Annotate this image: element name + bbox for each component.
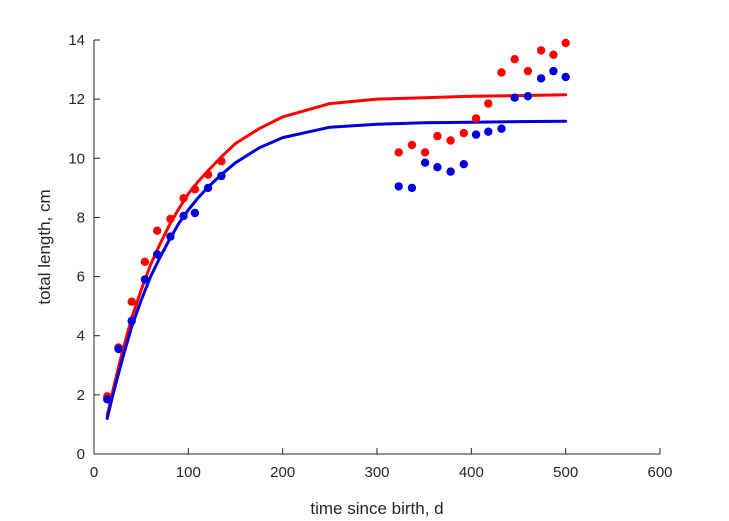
- data-point-1-14: [446, 167, 455, 176]
- data-point-1-23: [561, 72, 570, 82]
- data-point-0-21: [536, 46, 546, 55]
- fit-curve-3: [105, 119, 568, 420]
- data-point-1-11: [407, 183, 417, 193]
- data-point-1-12: [420, 158, 430, 167]
- x-tick-label-0: 0: [90, 464, 98, 481]
- data-point-1-10: [394, 182, 403, 191]
- data-point-0-9: [217, 157, 226, 166]
- data-point-1-8: [203, 183, 213, 193]
- y-tick-label-0: 0: [77, 446, 85, 463]
- data-point-1-0: [103, 395, 112, 404]
- data-point-0-16: [471, 114, 481, 123]
- data-point-1-2: [127, 316, 136, 326]
- data-point-1-3: [140, 275, 150, 284]
- data-point-0-23: [561, 38, 570, 48]
- x-tick-label-6: 600: [647, 464, 672, 481]
- data-point-0-12: [420, 148, 430, 157]
- y-tick-label-7: 14: [68, 32, 85, 49]
- x-tick-label-4: 400: [459, 464, 484, 481]
- data-point-0-11: [407, 140, 417, 150]
- data-point-0-22: [549, 50, 558, 59]
- data-point-0-15: [459, 128, 468, 138]
- data-point-0-19: [510, 55, 519, 64]
- data-point-1-20: [523, 92, 533, 101]
- data-point-1-18: [497, 124, 506, 133]
- data-point-1-6: [179, 211, 188, 221]
- y-tick-label-1: 2: [77, 387, 85, 404]
- y-axis-title: total length, cm: [35, 189, 54, 304]
- data-point-1-7: [190, 208, 200, 218]
- data-point-0-6: [179, 194, 188, 203]
- y-tick-label-2: 4: [77, 328, 85, 345]
- data-point-1-21: [536, 74, 546, 83]
- data-point-1-19: [510, 93, 519, 102]
- data-point-1-17: [484, 127, 493, 136]
- data-point-1-13: [433, 163, 442, 172]
- data-point-1-4: [153, 250, 162, 259]
- fit-curve-2: [105, 93, 568, 418]
- data-point-0-7: [190, 185, 200, 194]
- data-point-1-5: [166, 232, 175, 241]
- data-point-0-17: [484, 99, 493, 108]
- data-point-1-22: [549, 66, 558, 76]
- axes: 0 100 200 300 400 500 600 0 2 4 6 8 10 12 14: [68, 32, 672, 481]
- data-point-1-1: [114, 344, 123, 354]
- data-point-1-16: [471, 130, 481, 139]
- x-tick-label-3: 300: [364, 464, 389, 481]
- data-point-0-14: [446, 136, 455, 145]
- y-tick-label-5: 10: [68, 150, 85, 167]
- data-point-0-18: [497, 68, 506, 77]
- data-point-0-10: [394, 148, 403, 157]
- x-tick-label-2: 200: [270, 464, 295, 481]
- data-point-1-15: [459, 160, 468, 169]
- data-point-0-20: [523, 66, 533, 76]
- x-tick-label-5: 500: [553, 464, 578, 481]
- data-point-0-5: [166, 214, 175, 224]
- data-point-0-13: [433, 131, 442, 141]
- x-axis-title: time since birth, d: [310, 499, 443, 518]
- y-tick-label-4: 8: [77, 209, 85, 226]
- x-tick-label-1: 100: [176, 464, 201, 481]
- data-point-1-9: [217, 171, 226, 181]
- y-tick-label-6: 12: [68, 91, 85, 108]
- data-point-0-2: [127, 297, 136, 306]
- y-tick-label-3: 6: [77, 269, 85, 286]
- data-point-0-4: [153, 226, 162, 235]
- plot-area: [103, 38, 570, 420]
- data-point-0-8: [203, 170, 213, 179]
- data-point-0-3: [140, 257, 150, 266]
